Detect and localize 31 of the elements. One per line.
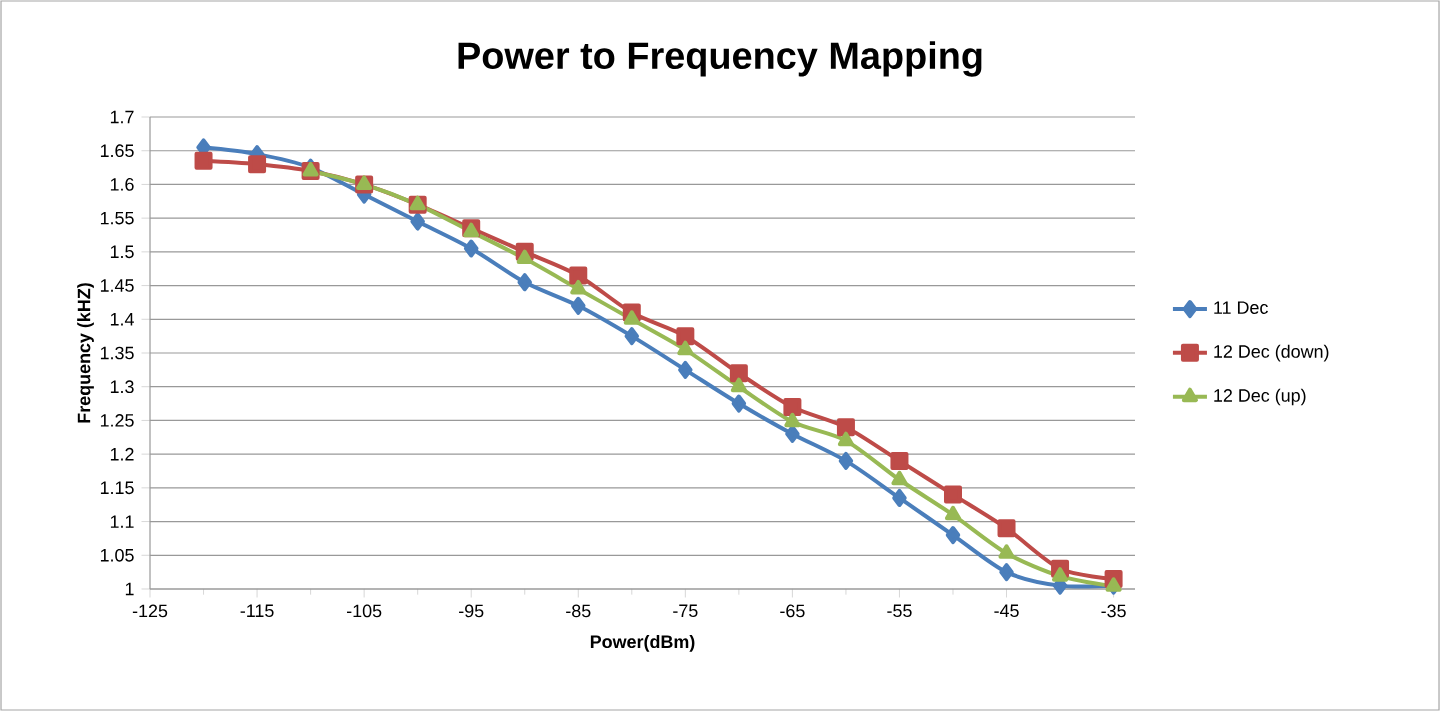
x-tick-label: -115 xyxy=(240,604,274,618)
y-tick-label: 1.65 xyxy=(100,144,134,158)
x-tick-label: -85 xyxy=(566,604,591,618)
legend-label: 11 Dec xyxy=(1214,301,1268,314)
y-tick-label: 1 xyxy=(125,582,134,596)
x-tick-label: -35 xyxy=(1101,604,1126,618)
y-axis-title: Frequency (kHZ) xyxy=(77,283,94,423)
y-tick-label: 1.7 xyxy=(110,110,134,124)
y-tick-label: 1.1 xyxy=(110,515,134,528)
y-tick-label: 1.4 xyxy=(110,313,134,326)
y-tick-label: 1.15 xyxy=(100,481,134,495)
y-tick-label: 1.6 xyxy=(110,178,134,191)
y-tick-label: 1.3 xyxy=(110,380,134,394)
x-tick-label: -45 xyxy=(994,604,1019,618)
x-tick-label: -125 xyxy=(132,604,168,618)
x-tick-label: -65 xyxy=(780,604,805,618)
y-tick-label: 1.2 xyxy=(110,447,134,461)
x-tick-label: -75 xyxy=(673,604,698,618)
x-axis-title: Power(dBm) xyxy=(590,634,695,652)
legend-label: 12 Dec (up) xyxy=(1214,388,1306,406)
y-tick-label: 1.45 xyxy=(100,279,134,292)
y-tick-label: 1.55 xyxy=(100,211,134,225)
chart-title: Power to Frequency Mapping xyxy=(458,41,982,77)
legend-label: 12 Dec (down) xyxy=(1214,344,1329,362)
x-tick-label: -105 xyxy=(347,604,382,618)
y-tick-label: 1.05 xyxy=(100,548,134,562)
x-tick-label: -95 xyxy=(459,604,484,618)
y-tick-label: 1.25 xyxy=(100,414,134,427)
y-tick-label: 1.5 xyxy=(110,245,134,259)
x-tick-label: -55 xyxy=(887,604,912,618)
y-tick-label: 1.35 xyxy=(100,346,134,360)
